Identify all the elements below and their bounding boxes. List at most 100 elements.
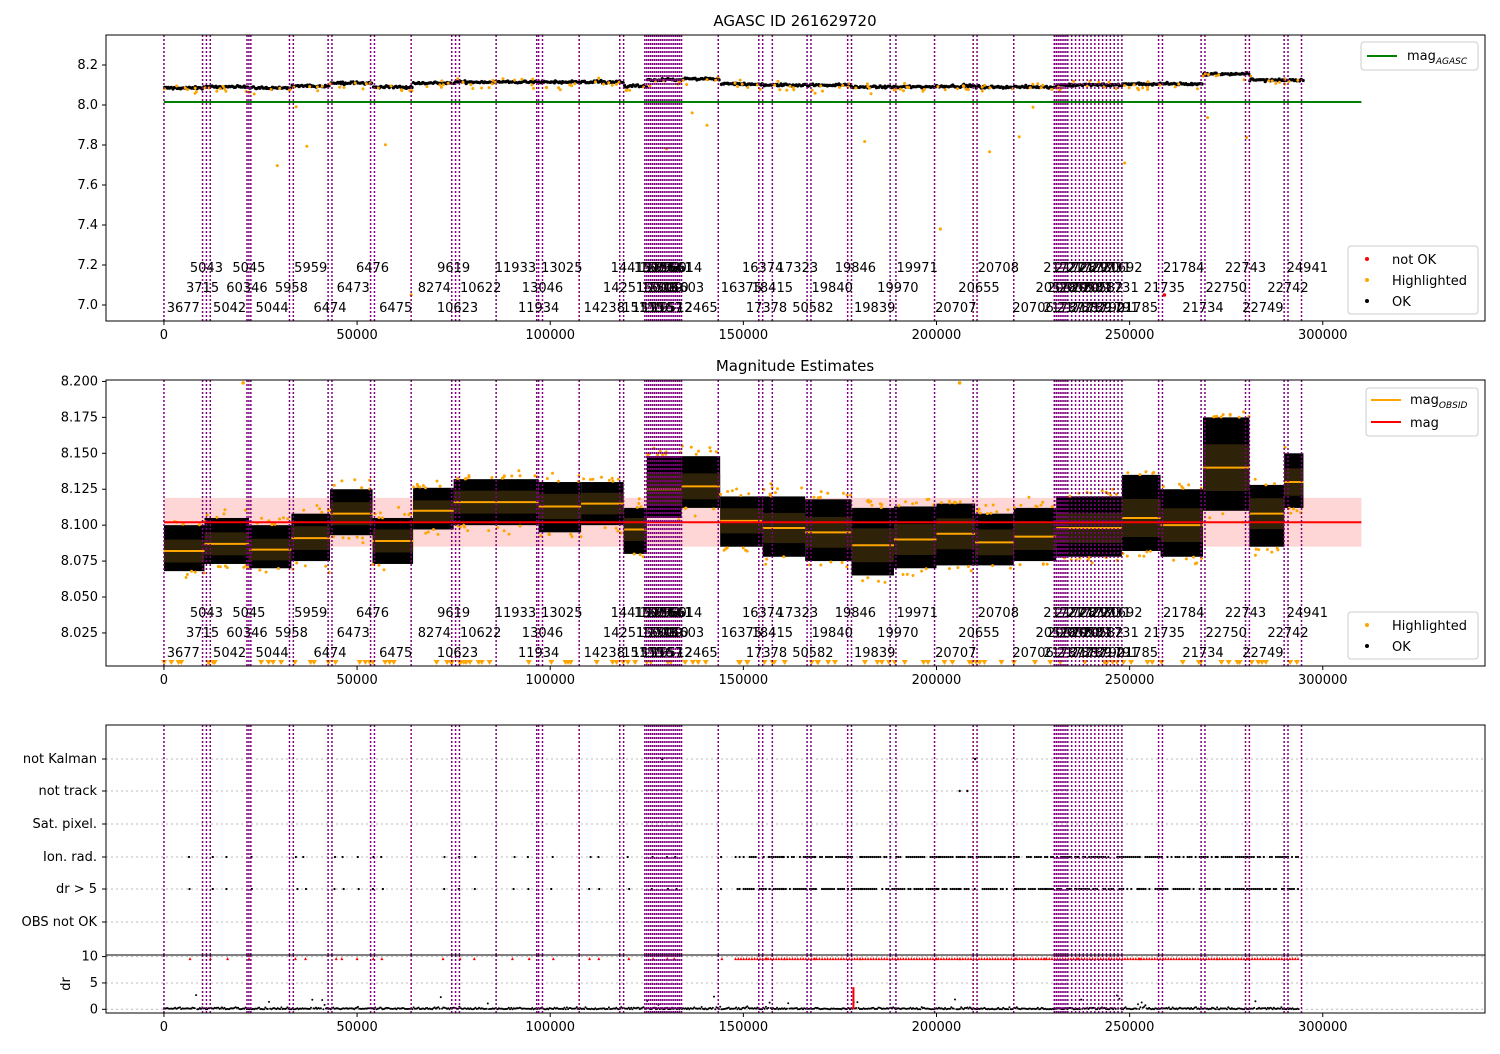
flag-point: [921, 887, 924, 891]
flag-point: [1236, 887, 1239, 891]
legend-marker-highlighted: [1365, 623, 1369, 627]
flag-point: [1126, 855, 1129, 859]
dr-point: [1254, 1000, 1257, 1003]
dr-limit-marker: [799, 957, 802, 961]
flag-point: [1100, 855, 1103, 859]
dr-limit-marker: [1274, 957, 1278, 961]
dr-point: [1279, 1007, 1282, 1010]
offscale-marker: [486, 660, 493, 665]
flag-point: [973, 757, 977, 761]
flag-point: [1096, 855, 1099, 859]
offscale-marker: [1128, 660, 1135, 665]
highlighted-point: [315, 504, 319, 507]
legend-label-main: mag: [1410, 393, 1439, 408]
dr-point: [1226, 1008, 1228, 1011]
highlighted-point: [689, 445, 693, 449]
flag-point: [1234, 887, 1237, 891]
dr-limit-marker: [842, 957, 846, 961]
legend-marker-highlighted: [1365, 278, 1369, 282]
dr-point: [630, 1006, 633, 1009]
highlighted-point: [958, 500, 962, 504]
flag-point: [859, 887, 862, 891]
obsid-label: 22742: [1267, 626, 1308, 641]
legend-box: [1347, 611, 1479, 660]
dr-limit-marker: [1177, 957, 1181, 961]
dr-limit-marker: [1266, 957, 1270, 961]
dr-limit-marker: [980, 957, 984, 961]
dr-limit-marker: [1220, 957, 1224, 961]
highlighted-point: [175, 84, 179, 88]
highlighted-point: [740, 82, 744, 86]
obsid-label: 3715: [186, 626, 219, 641]
flag-point: [951, 887, 954, 891]
dr-point: [223, 1006, 226, 1009]
dr-point: [764, 1005, 767, 1008]
flag-point: [1258, 855, 1261, 859]
flag-point: [780, 855, 783, 859]
highlighted-point: [1137, 88, 1140, 92]
flag-point: [1252, 855, 1255, 859]
highlighted-point: [184, 576, 188, 579]
obsid-label: 15008: [636, 281, 677, 296]
dr-limit-marker: [766, 957, 770, 961]
flag-point: [1019, 887, 1023, 891]
flag-point: [380, 855, 383, 859]
obsid-label: 17378: [746, 301, 787, 316]
highlighted-point: [183, 86, 187, 90]
dr-point: [439, 996, 442, 999]
dr-limit-marker: [334, 957, 338, 961]
highlighted-point: [361, 87, 365, 91]
flag-point: [951, 855, 954, 859]
obsid-label: 20708: [978, 606, 1019, 621]
dr-limit-marker: [1134, 957, 1138, 961]
flag-point: [1252, 887, 1255, 891]
highlighted-point: [403, 512, 407, 516]
highlighted-point: [907, 86, 911, 89]
dr-point: [310, 1006, 312, 1009]
obsid-label: 21784: [1163, 606, 1204, 621]
flag-point: [784, 887, 787, 891]
highlighted-point: [936, 85, 940, 89]
highlighted-point: [318, 507, 322, 511]
offscale-marker: [278, 660, 285, 665]
dr-point: [1214, 1008, 1217, 1011]
flag-point: [296, 887, 299, 891]
offscale-marker: [609, 660, 616, 665]
obsid-label: 20579: [1047, 281, 1088, 296]
dr-limit-marker: [1047, 957, 1051, 961]
obsid-label: 16374: [742, 261, 783, 276]
highlighted-point: [637, 502, 641, 505]
highlighted-point: [719, 492, 722, 496]
dr-limit-marker: [966, 957, 970, 961]
dr-point: [699, 1007, 702, 1010]
obsid-label: 11934: [518, 646, 559, 661]
dr-point: [457, 1007, 460, 1010]
highlighted-point: [340, 479, 344, 483]
legend-status: not OK Highlighted OK: [1347, 245, 1479, 315]
highlighted-point: [270, 523, 274, 527]
obsid-label: 22750: [1206, 281, 1247, 296]
dr-limit-marker: [777, 957, 781, 961]
flag-point: [877, 855, 880, 859]
flag-point: [989, 855, 992, 859]
highlighted-point: [868, 86, 871, 90]
dr-point: [1096, 1008, 1099, 1011]
highlighted-point: [1109, 493, 1113, 497]
highlighted-point: [242, 565, 246, 569]
flag-point: [1278, 855, 1282, 859]
dr-point: [438, 1007, 441, 1010]
flag-point: [987, 887, 990, 891]
flag-point: [1146, 855, 1149, 859]
obsid-label: 21784: [1163, 261, 1204, 276]
highlighted-point: [278, 517, 282, 521]
flag-point: [907, 887, 910, 891]
obsid-label: 6473: [337, 281, 370, 296]
dr-limit-marker: [188, 957, 192, 961]
x-tick-label: 0: [160, 673, 168, 688]
obsid-label: 19971: [896, 606, 937, 621]
highlighted-point: [773, 83, 777, 87]
highlighted-point: [1206, 73, 1210, 76]
dr-limit-marker: [1153, 957, 1157, 961]
highlighted-point: [661, 453, 664, 457]
dr-limit-marker: [769, 957, 773, 961]
